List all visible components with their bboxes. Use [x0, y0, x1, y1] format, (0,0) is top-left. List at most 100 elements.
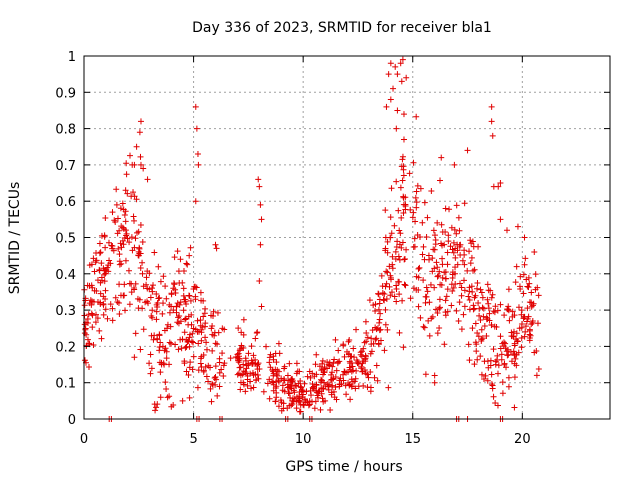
data-point: [457, 299, 463, 305]
data-point: [104, 316, 110, 322]
data-point: [167, 339, 173, 345]
data-point: [393, 249, 399, 255]
data-point: [407, 170, 413, 176]
data-point: [198, 317, 204, 323]
data-point: [148, 295, 154, 301]
data-point: [203, 339, 209, 345]
data-point: [489, 371, 495, 377]
data-point: [126, 268, 132, 274]
data-point: [376, 291, 382, 297]
data-point: [471, 361, 477, 367]
data-point: [457, 252, 463, 258]
data-point: [147, 371, 153, 377]
data-point: [451, 162, 457, 168]
data-point: [473, 348, 479, 354]
data-point: [489, 381, 495, 387]
data-point: [417, 315, 423, 321]
data-point: [256, 184, 262, 190]
data-point: [435, 330, 441, 336]
data-point: [166, 393, 172, 399]
x-axis-label: GPS time / hours: [285, 459, 402, 475]
data-point: [175, 314, 181, 320]
data-point: [511, 405, 517, 411]
data-point: [235, 372, 241, 378]
data-point: [522, 255, 528, 261]
x-tick-label: 10: [295, 432, 312, 447]
data-point: [456, 215, 462, 221]
data-point: [117, 251, 123, 257]
data-point: [138, 222, 144, 228]
data-point: [102, 245, 108, 251]
data-point: [168, 341, 174, 347]
data-point: [438, 155, 444, 161]
data-point: [377, 297, 383, 303]
data-point: [219, 350, 225, 356]
data-point: [464, 268, 470, 274]
data-point: [377, 316, 383, 322]
data-point: [459, 293, 465, 299]
data-point: [388, 97, 394, 103]
data-point: [155, 264, 161, 270]
data-point: [182, 329, 188, 335]
data-point: [424, 294, 430, 300]
data-point: [376, 320, 382, 326]
data-point: [191, 354, 197, 360]
data-point: [468, 260, 474, 266]
data-point: [137, 129, 143, 135]
data-point: [164, 355, 170, 361]
data-point: [137, 347, 143, 353]
data-point: [492, 309, 498, 315]
data-point: [217, 370, 223, 376]
data-points: [81, 57, 541, 422]
data-point: [506, 384, 512, 390]
data-point: [515, 224, 521, 230]
data-point: [500, 379, 506, 385]
data-point: [195, 385, 201, 391]
data-point: [510, 333, 516, 339]
data-point: [528, 290, 534, 296]
data-point: [123, 258, 129, 264]
data-point: [454, 202, 460, 208]
data-point: [431, 285, 437, 291]
data-point: [403, 75, 409, 81]
data-point: [485, 358, 491, 364]
data-point: [394, 107, 400, 113]
data-point: [485, 301, 491, 307]
data-point: [486, 287, 492, 293]
srmtid-scatter-chart: 0 5 10 15 20 00.10.20.30.40.50.60.70.80.91 D…: [0, 0, 640, 480]
data-point: [477, 353, 483, 359]
y-tick-label: 0.1: [55, 377, 76, 392]
data-point: [413, 114, 419, 120]
data-point: [414, 189, 420, 195]
data-point: [162, 379, 168, 385]
data-point: [427, 333, 433, 339]
data-point: [490, 385, 496, 391]
data-point: [400, 344, 406, 350]
data-point: [195, 162, 201, 168]
data-point: [214, 393, 220, 399]
data-point: [382, 207, 388, 213]
data-point: [214, 245, 220, 251]
data-point: [184, 262, 190, 268]
y-tick-label: 0.5: [55, 232, 76, 247]
data-point: [448, 303, 454, 309]
data-point: [188, 245, 194, 251]
data-point: [504, 348, 510, 354]
data-point: [255, 176, 261, 182]
data-point: [96, 328, 102, 334]
data-point: [469, 325, 475, 331]
data-point: [474, 357, 480, 363]
data-point: [497, 333, 503, 339]
data-point: [138, 118, 144, 124]
data-point: [477, 317, 483, 323]
data-point: [165, 394, 171, 400]
data-point: [378, 327, 384, 333]
data-point: [102, 288, 108, 294]
data-point: [86, 364, 92, 370]
data-point: [388, 214, 394, 220]
data-point: [476, 313, 482, 319]
data-point: [174, 319, 180, 325]
data-point: [422, 325, 428, 331]
y-tick-label: 0.8: [55, 123, 76, 138]
data-point: [163, 296, 169, 302]
